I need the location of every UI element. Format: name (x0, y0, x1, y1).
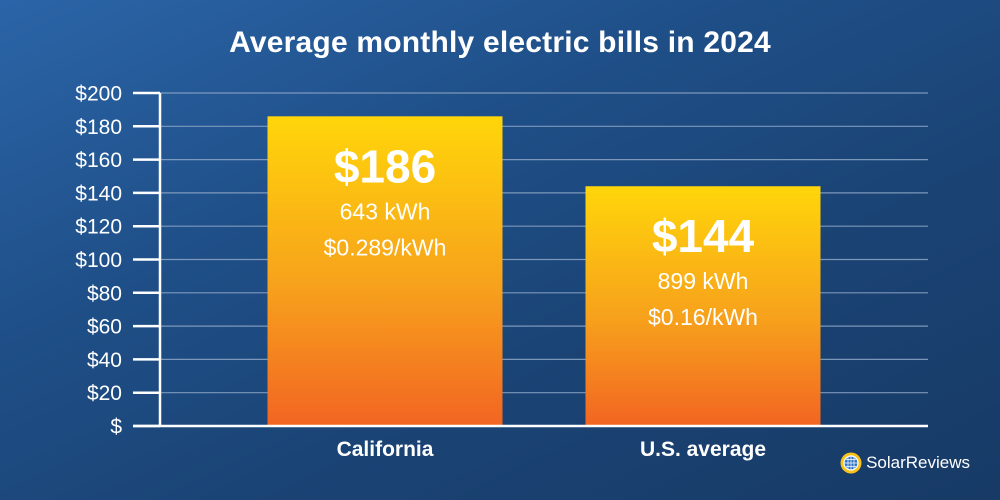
y-tick-label: $20 (87, 382, 122, 405)
bar-usage-label: 643 kWh (340, 198, 431, 224)
bar-value-label: $186 (334, 140, 436, 192)
y-tick-label: $40 (87, 349, 122, 372)
y-tick-label: $140 (75, 182, 122, 205)
y-tick-label: $200 (75, 83, 122, 106)
x-category-label: California (337, 438, 434, 461)
brand-logo: SolarReviews (840, 452, 970, 474)
y-tick-label: $180 (75, 116, 122, 139)
y-tick-label: $120 (75, 216, 122, 239)
y-tick-label: $ (110, 416, 122, 439)
y-tick-label: $80 (87, 282, 122, 305)
bar-rate-label: $0.289/kWh (324, 234, 447, 260)
chart-title: Average monthly electric bills in 2024 (229, 26, 771, 59)
sun-globe-logo-icon (840, 452, 862, 474)
bar-california (267, 116, 503, 426)
bar-rate-label: $0.16/kWh (648, 304, 758, 330)
brand-name: SolarReviews (866, 453, 970, 472)
y-tick-label: $160 (75, 149, 122, 172)
bar-usage-label: 899 kWh (658, 268, 749, 294)
x-category-label: U.S. average (640, 438, 766, 461)
bar-u-s-average (585, 186, 821, 426)
y-tick-label: $100 (75, 249, 122, 272)
bar-value-label: $144 (652, 210, 755, 262)
y-tick-label: $60 (87, 316, 122, 339)
